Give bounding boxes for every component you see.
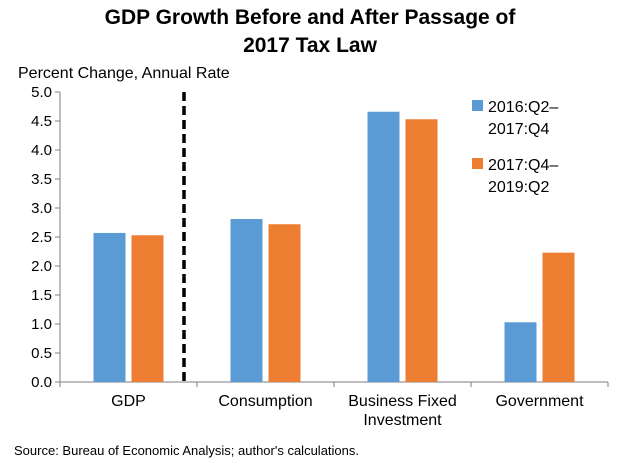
y-tick-label: 5.0 xyxy=(31,84,52,101)
legend-label: 2019:Q2 xyxy=(488,179,549,196)
y-tick-label: 4.0 xyxy=(31,142,52,159)
bar-series-2 xyxy=(131,235,164,382)
y-tick-label: 1.0 xyxy=(31,316,52,333)
y-tick-label: 1.5 xyxy=(31,287,52,304)
y-tick-label: 3.0 xyxy=(31,200,52,217)
category-label: GDP xyxy=(111,393,146,410)
y-tick-label: 0.5 xyxy=(31,345,52,362)
bar-series-2 xyxy=(542,252,575,382)
plot-area: 0.0 0.5 1.0 1.5 2.0 2.5 3.0 3.5 4.0 4.5 5.0 GDP Cons… xyxy=(31,84,609,429)
bar-series-1 xyxy=(504,322,537,382)
chart-title-line-2: 2017 Tax Law xyxy=(243,34,378,57)
legend-label: 2017:Q4– xyxy=(488,157,558,174)
y-tick-label: 4.5 xyxy=(31,113,52,130)
y-tick-label: 3.5 xyxy=(31,171,52,188)
category-label: Consumption xyxy=(218,393,312,410)
source-note: Source: Bureau of Economic Analysis; aut… xyxy=(14,443,359,458)
category-label: Business Fixed xyxy=(348,393,457,410)
y-tick-label: 0.0 xyxy=(31,374,52,391)
legend-label: 2016:Q2– xyxy=(488,99,558,116)
bar-series-1 xyxy=(367,111,400,382)
y-tick-label: 2.0 xyxy=(31,258,52,275)
legend-swatch xyxy=(472,100,483,111)
bar-series-1 xyxy=(93,232,126,382)
legend-swatch xyxy=(472,158,483,169)
chart-title-line-1: GDP Growth Before and After Passage of xyxy=(105,6,517,29)
category-label: Investment xyxy=(363,412,442,429)
bar-series-1 xyxy=(230,219,263,382)
category-label: Government xyxy=(495,393,584,410)
legend-label: 2017:Q4 xyxy=(488,121,549,138)
y-axis-label: Percent Change, Annual Rate xyxy=(18,65,230,82)
bar-series-2 xyxy=(268,224,301,382)
bar-series-2 xyxy=(405,119,438,382)
y-tick-label: 2.5 xyxy=(31,229,52,246)
